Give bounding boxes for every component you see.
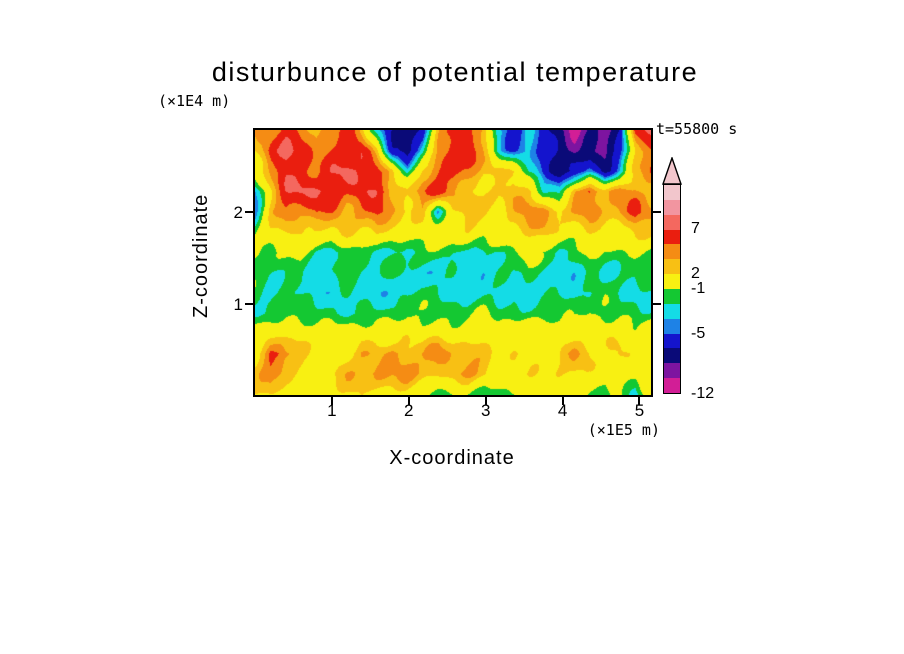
x-tick [484, 397, 487, 405]
colorbar-segment [664, 303, 680, 319]
colorbar-segment [664, 274, 680, 290]
colorbar-label: -12 [691, 385, 715, 402]
x-tick [561, 397, 564, 405]
x-axis-label: X-coordinate [389, 447, 515, 469]
time-annotation: t=55800 s [656, 120, 738, 138]
colorbar-segment [664, 318, 680, 334]
colorbar [663, 184, 681, 394]
y-tick [245, 302, 253, 305]
x-tick-label: 3 [480, 401, 491, 420]
colorbar-segment [664, 378, 680, 394]
y-axis-unit: (×1E4 m) [158, 92, 231, 110]
chart-title: disturbunce of potential temperature [211, 57, 699, 87]
x-tick [407, 397, 410, 405]
colorbar-segment [664, 289, 680, 304]
colorbar-label: 2 [691, 265, 700, 282]
x-tick-label: 5 [634, 401, 645, 420]
y-tick-label: 2 [233, 203, 243, 223]
colorbar-segment [664, 259, 680, 275]
colorbar-segment [664, 244, 680, 260]
colorbar-label: -5 [691, 325, 706, 342]
colorbar-segment [664, 214, 680, 230]
x-tick [330, 397, 333, 405]
x-tick [638, 397, 641, 405]
y-tick-right [653, 211, 661, 214]
colorbar-arrow-icon [662, 157, 682, 185]
y-tick-right [653, 302, 661, 305]
colorbar-segment [664, 185, 680, 200]
colorbar-label: -1 [691, 280, 706, 297]
colorbar-segment [664, 333, 680, 349]
colorbar-segment [664, 199, 680, 215]
y-tick [245, 211, 253, 214]
colorbar-segment [664, 348, 680, 364]
x-tick-label: 1 [327, 401, 337, 420]
colorbar-label: 7 [691, 220, 700, 237]
x-tick-label: 2 [404, 401, 414, 420]
y-tick-label: 1 [233, 294, 243, 314]
colorbar-segment [664, 363, 680, 379]
plot-frame [253, 128, 653, 397]
x-axis-unit: (×1E5 m) [587, 421, 660, 439]
y-axis-label: Z-coordinate [190, 193, 212, 319]
heatmap-canvas [255, 130, 651, 395]
colorbar-segment [664, 229, 680, 245]
x-tick-label: 4 [557, 401, 568, 420]
